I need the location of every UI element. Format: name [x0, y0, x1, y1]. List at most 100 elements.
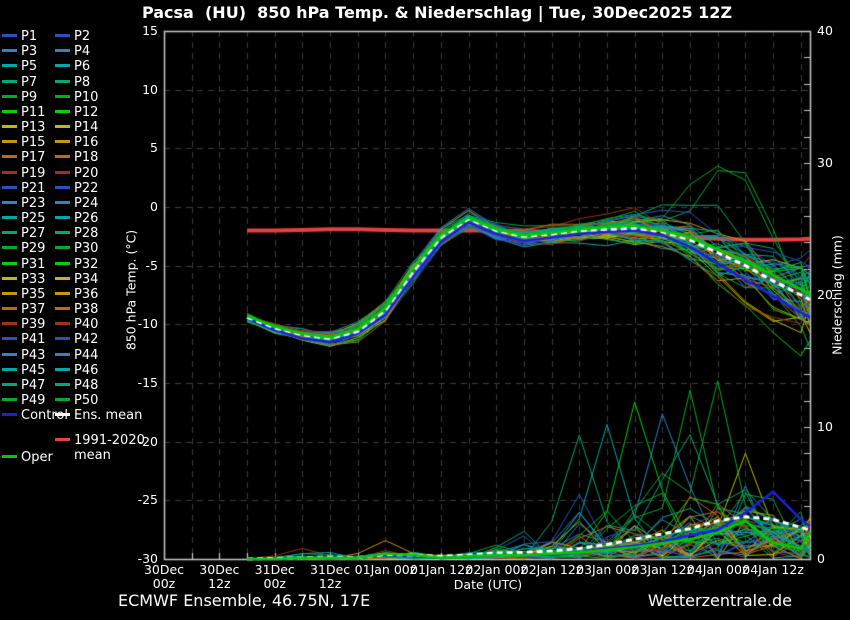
legend-line-swatch — [2, 155, 17, 159]
y-left-tick-label: -30 — [137, 551, 158, 566]
y-left-tick-label: -20 — [137, 433, 158, 449]
legend-label: P24 — [74, 195, 99, 211]
legend-line-swatch — [55, 438, 70, 441]
legend-line-swatch — [55, 322, 70, 326]
legend-line-swatch — [2, 398, 17, 402]
legend-label: P29 — [21, 241, 46, 257]
footer-brand: Wetterzentrale.de — [647, 591, 792, 610]
legend-label: P39 — [21, 317, 46, 333]
legend-item-member: P23 — [2, 196, 45, 211]
legend-item-member: P18 — [55, 151, 98, 165]
legend-line-swatch — [2, 246, 17, 250]
legend-label: P43 — [21, 347, 46, 363]
x-tick-label: 01Jan 00z — [354, 562, 417, 577]
legend-item-member: P22 — [55, 180, 99, 196]
legend-item-member: P41 — [2, 333, 45, 347]
legend-label: P19 — [21, 165, 46, 181]
legend-label: P11 — [21, 104, 46, 120]
legend-label: P30 — [74, 241, 99, 257]
legend-label: P1 — [21, 29, 38, 44]
legend-label: P2 — [74, 29, 91, 44]
legend-label: P12 — [74, 104, 99, 120]
legend-item-member: P5 — [2, 60, 37, 74]
legend-item-member: P38 — [55, 303, 98, 317]
legend-item-member: P45 — [2, 363, 45, 378]
legend-item-member: P39 — [2, 318, 45, 332]
y-right-tick-label: 0 — [817, 551, 825, 566]
y-right-tick-label: 20 — [817, 287, 833, 302]
legend-line-swatch — [2, 455, 17, 458]
legend-label: P20 — [74, 165, 99, 181]
legend-item-member: P30 — [55, 242, 98, 256]
legend-line-swatch — [55, 34, 70, 37]
legend-label: P34 — [74, 271, 99, 287]
legend-item-member: P28 — [55, 227, 98, 241]
legend-line-swatch — [55, 246, 70, 250]
page-title: Pacsa (HU) 850 hPa Temp. & Niederschlag … — [141, 3, 733, 22]
legend-line-swatch — [55, 413, 70, 417]
legend-item-member: P6 — [55, 60, 90, 74]
legend-label: P40 — [74, 317, 99, 333]
legend-label: P41 — [21, 332, 46, 348]
y-right-tick-label: 10 — [817, 419, 833, 434]
y-left-tick-label: 15 — [142, 23, 158, 38]
legend-line-swatch — [55, 140, 70, 144]
x-tick-label: 30Dec 00z — [143, 562, 185, 591]
legend-line-swatch — [2, 322, 17, 326]
x-tick-label: 02Jan 12z — [520, 562, 583, 577]
legend-item-member: P36 — [55, 286, 99, 302]
legend-line-swatch — [2, 49, 17, 53]
legend-item-member: P42 — [55, 333, 98, 347]
legend-line-swatch — [2, 94, 17, 98]
legend-item-member: P7 — [2, 74, 38, 90]
legend-line-swatch — [2, 216, 17, 220]
legend-label: P10 — [74, 89, 99, 105]
legend-line-swatch — [55, 291, 70, 295]
legend-label: P5 — [21, 59, 38, 75]
legend-item-clim-mean: 1991-2020 — [55, 434, 145, 448]
x-tick-label: 01Jan 12z — [410, 562, 472, 577]
y-left-tick-label: -25 — [137, 492, 158, 508]
legend-line-swatch — [55, 216, 70, 220]
legend-item-member: P2 — [55, 30, 90, 44]
x-tick-label: 03Jan 12z — [631, 562, 694, 577]
legend-item-member: P3 — [2, 45, 37, 59]
x-tick-label: 04Jan 12z — [742, 562, 804, 577]
legend-label: P31 — [21, 256, 46, 272]
legend-line-swatch — [2, 231, 17, 235]
legend-line-swatch — [55, 109, 70, 113]
legend-label: 1991-2020 — [74, 433, 145, 448]
legend-label: P46 — [74, 362, 99, 378]
y-left-tick-label: -15 — [137, 375, 158, 390]
legend-line-swatch — [2, 367, 17, 371]
legend-item-ens-mean: Ens. mean — [55, 409, 142, 423]
legend-label: P28 — [74, 226, 99, 242]
legend-line-swatch — [2, 125, 17, 129]
legend-item-member: P4 — [55, 45, 90, 59]
legend-label: P47 — [21, 377, 46, 393]
legend-item-member: P10 — [55, 89, 99, 105]
legend-line-swatch — [55, 382, 70, 386]
legend-label: P36 — [74, 286, 99, 302]
legend-item-member: P46 — [55, 362, 99, 378]
legend-item-member: P47 — [2, 377, 46, 393]
legend-line-swatch — [2, 413, 17, 417]
y-right-tick-label: 40 — [817, 23, 833, 38]
legend-line-swatch — [2, 200, 17, 204]
legend-item-member: P48 — [55, 378, 98, 393]
legend-line-swatch — [55, 398, 70, 402]
legend-label: P49 — [21, 393, 46, 409]
legend-line-swatch — [2, 291, 17, 295]
legend-label: P37 — [21, 302, 46, 318]
legend-line-swatch — [55, 307, 70, 311]
x-tick-label: 31Dec 00z — [254, 562, 295, 591]
legend-label: P35 — [21, 286, 46, 302]
legend-line-swatch — [2, 337, 17, 341]
legend-label: P22 — [74, 180, 99, 196]
legend-label: P15 — [21, 135, 46, 151]
legend-line-swatch — [55, 170, 70, 174]
legend-line-swatch — [2, 276, 17, 280]
legend-label: P25 — [21, 211, 46, 227]
legend-label: P21 — [21, 180, 46, 196]
legend-label: P7 — [21, 74, 38, 90]
